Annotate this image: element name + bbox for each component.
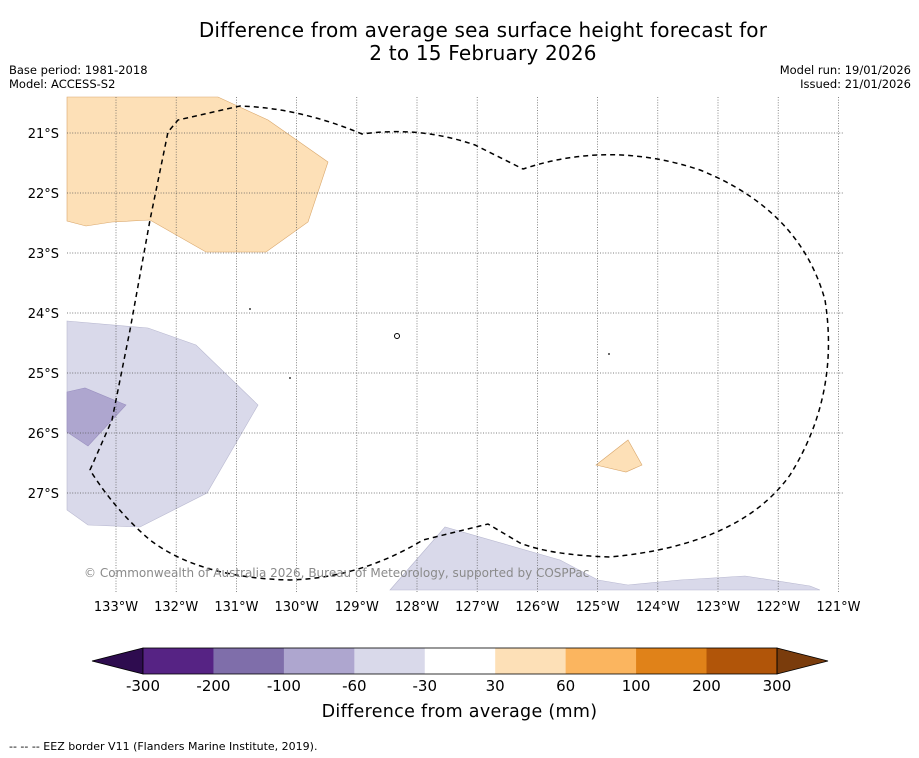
eez-legend-note: -- -- -- EEZ border V11 (Flanders Marine… [9, 740, 318, 753]
longitude-label: 131°W [214, 600, 258, 615]
model-name: Model: ACCESS-S2 [9, 77, 116, 91]
colorbar-tick-label: 300 [762, 677, 792, 695]
longitude-label: 130°W [275, 600, 319, 615]
colorbar-tick-label: 60 [556, 677, 576, 695]
meta-right: Model run: 19/01/2026 Issued: 21/01/2026 [780, 63, 911, 91]
latitude-label: 21°S [28, 127, 59, 142]
colorbar-bin [143, 648, 214, 674]
longitude-label: 133°W [94, 600, 138, 615]
island [289, 377, 291, 379]
colorbar-tick-label: 100 [621, 677, 651, 695]
longitude-label: 132°W [154, 600, 198, 615]
longitude-label: 125°W [576, 600, 620, 615]
colorbar-bin [706, 648, 778, 674]
colorbar-bin [424, 648, 496, 674]
island [249, 308, 251, 310]
latitude-label: 25°S [28, 367, 59, 382]
longitude-label: 126°W [515, 600, 559, 615]
base-period: Base period: 1981-2018 [9, 63, 148, 77]
longitude-label: 123°W [696, 600, 740, 615]
latitude-label: 26°S [28, 427, 59, 442]
latitude-label: 24°S [28, 307, 59, 322]
colorbar-bin [495, 648, 567, 674]
colorbar-tick-label: -100 [266, 677, 301, 695]
positive-anomaly-patch-southeast [595, 439, 643, 473]
longitude-label: 127°W [455, 600, 499, 615]
colorbar-tick-label: -60 [342, 677, 367, 695]
negative-anomaly-region-west [66, 320, 259, 528]
colorbar-title: Difference from average (mm) [321, 702, 598, 722]
meta-left: Base period: 1981-2018 Model: ACCESS-S2 [9, 63, 148, 91]
longitude-label: 129°W [335, 600, 379, 615]
colorbar-outline [142, 647, 778, 675]
colorbar-extend-min [91, 647, 144, 675]
copyright-text: © Commonwealth of Australia 2026, Bureau… [84, 566, 589, 580]
latitude-label: 22°S [28, 187, 59, 202]
colorbar-tick-label: -30 [412, 677, 438, 695]
map-plot-area: © Commonwealth of Australia 2026, Bureau… [66, 96, 843, 592]
latitude-axis: 21°S 22°S 23°S 24°S 25°S 26°S 27°S [28, 127, 59, 502]
positive-anomaly-region-northwest [66, 96, 329, 253]
longitude-label: 128°W [395, 600, 439, 615]
model-run: Model run: 19/01/2026 [779, 63, 911, 77]
latitude-label: 23°S [28, 247, 59, 262]
colorbar-bin [565, 648, 637, 674]
negative-anomaly-region-south [389, 526, 821, 591]
longitude-axis: 133°W 132°W 131°W 130°W 129°W 128°W 127°W 126°W… [94, 600, 861, 615]
negative-anomaly-core-west [66, 387, 127, 447]
longitude-label: 121°W [816, 600, 860, 615]
colorbar-bin [354, 648, 426, 674]
longitude-label: 124°W [636, 600, 680, 615]
title-line-2: 2 to 15 February 2026 [369, 41, 597, 65]
eez-border [89, 105, 830, 581]
longitude-label: 122°W [756, 600, 800, 615]
colorbar-bin [213, 648, 285, 674]
colorbar-bins [143, 648, 778, 674]
gridlines [67, 97, 843, 592]
colorbar-bin [283, 648, 355, 674]
colorbar-tick-label: 200 [692, 677, 721, 695]
colorbar-tick-label: 30 [485, 677, 505, 695]
colorbar [91, 647, 829, 675]
colorbar-extend-max [776, 647, 829, 675]
map-title: Difference from average sea surface heig… [0, 19, 919, 65]
latitude-label: 27°S [28, 487, 59, 502]
title-line-1: Difference from average sea surface heig… [198, 18, 768, 42]
island [608, 353, 610, 355]
island [394, 333, 400, 339]
colorbar-tick-label: -200 [196, 677, 231, 695]
issued-date: Issued: 21/01/2026 [800, 77, 911, 91]
colorbar-bin [636, 648, 708, 674]
colorbar-tick-label: -300 [125, 677, 161, 695]
